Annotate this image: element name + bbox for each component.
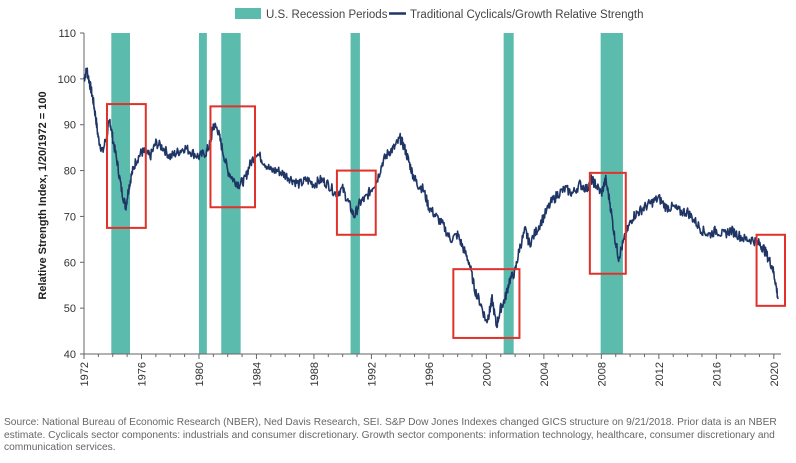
highlight-box (335, 169, 377, 236)
x-tick-label: 1980 (194, 362, 206, 386)
highlight-box (755, 233, 787, 307)
highlight-box (588, 171, 627, 275)
highlight-box (105, 103, 147, 229)
x-tick-label: 1988 (309, 362, 321, 386)
x-tick-label: 2000 (481, 362, 493, 386)
x-tick-label: 1976 (136, 362, 148, 386)
recession-band (503, 33, 514, 354)
recession-band (198, 33, 207, 354)
recession-band (221, 33, 241, 354)
x-tick-label: 1992 (366, 362, 378, 386)
x-tick-label: 1996 (424, 362, 436, 386)
highlight-box (452, 268, 521, 339)
x-tick-label: 1984 (251, 362, 263, 386)
y-tick-label: 80 (64, 166, 76, 178)
source-note: Source: National Bureau of Economic Rese… (4, 417, 777, 453)
x-tick-label: 2016 (711, 362, 723, 386)
recession-band (600, 33, 623, 354)
legend-recession-label: U.S. Recession Periods (266, 9, 388, 21)
y-tick-label: 110 (58, 28, 76, 40)
x-tick-label: 1972 (79, 362, 91, 386)
y-axis-title: Relative Strength Index, 1/20/1972 = 100 (37, 91, 49, 299)
y-tick-label: 70 (64, 211, 76, 223)
highlight-box (209, 105, 257, 209)
y-tick-label: 40 (64, 349, 76, 361)
x-tick-label: 2008 (596, 362, 608, 386)
x-tick-label: 2004 (539, 362, 551, 386)
x-tick-label: 2012 (654, 362, 666, 386)
x-tick-label: 2020 (769, 362, 781, 386)
y-tick-label: 100 (58, 74, 76, 86)
y-tick-label: 60 (64, 257, 76, 269)
legend-recession-swatch (235, 8, 261, 19)
y-tick-label: 50 (64, 303, 76, 315)
y-tick-label: 90 (64, 120, 76, 132)
recession-band (350, 33, 360, 354)
legend-series-label: Traditional Cyclicals/Growth Relative St… (410, 9, 644, 21)
series-line (83, 67, 779, 329)
recession-band (111, 33, 130, 354)
